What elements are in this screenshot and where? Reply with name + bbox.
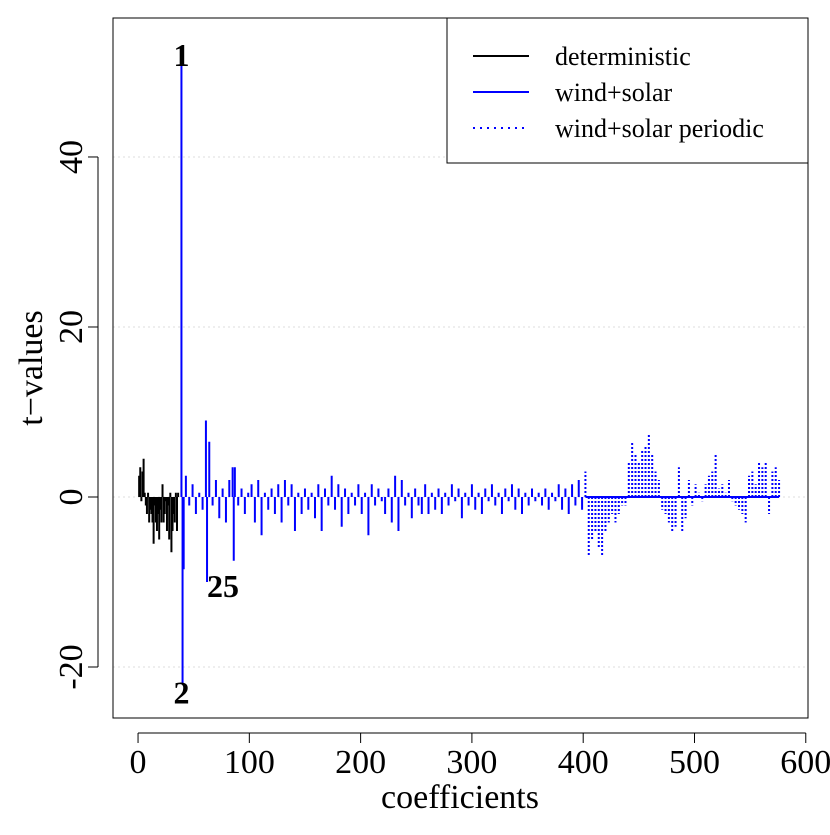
series (584, 433, 781, 557)
legend-box (446, 17, 809, 164)
x-tick-label: 100 (224, 744, 275, 781)
legend-label: wind+solar (555, 78, 673, 107)
x-tick-label: 0 (130, 744, 147, 781)
x-tick-label: 600 (780, 744, 830, 781)
y-tick-label: -20 (53, 644, 90, 689)
annotation: 2 (173, 674, 189, 710)
annotation: 25 (207, 568, 239, 604)
x-tick-label: 400 (558, 744, 609, 781)
y-tick-label: 20 (53, 310, 90, 344)
x-tick-label: 300 (446, 744, 497, 781)
x-axis-label: coefficients (381, 779, 539, 816)
y-tick-label: 40 (53, 140, 90, 174)
legend-label: wind+solar periodic (555, 114, 764, 143)
y-tick-label: 0 (53, 488, 90, 505)
legend-label: deterministic (555, 42, 691, 71)
y-axis-label: t−values (13, 310, 50, 425)
x-tick-label: 200 (335, 744, 386, 781)
series (180, 54, 584, 684)
series (138, 458, 180, 553)
x-tick-label: 500 (669, 744, 720, 781)
annotation: 1 (173, 37, 189, 73)
